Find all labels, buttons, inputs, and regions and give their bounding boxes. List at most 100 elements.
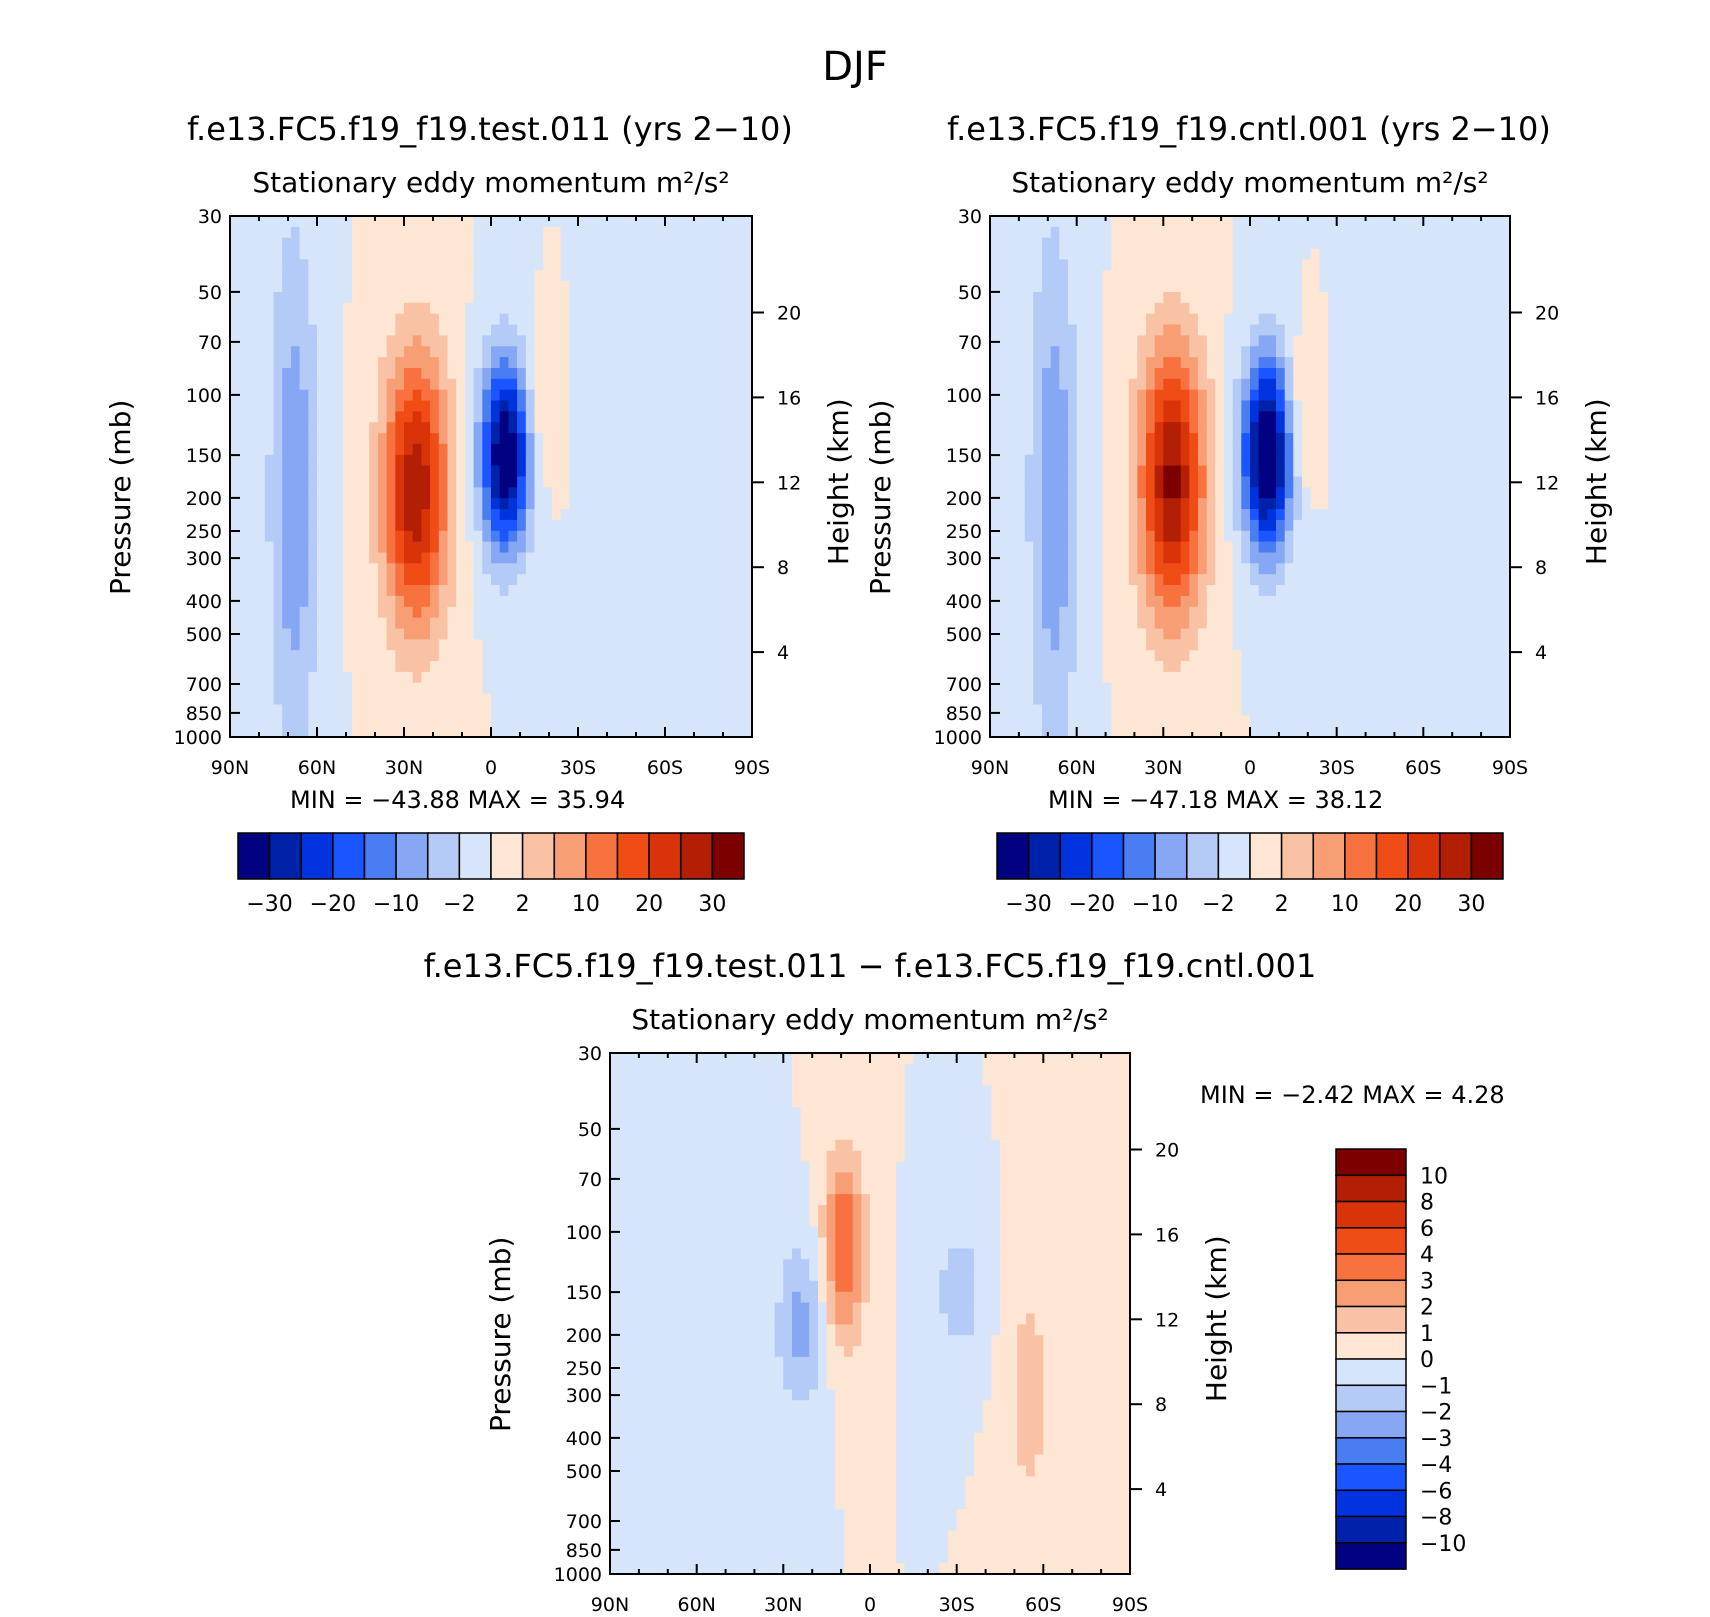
contour-cell (464, 498, 475, 510)
contour-cell (1042, 530, 1052, 543)
contour-cell (1111, 541, 1121, 554)
contour-cell (1076, 368, 1086, 380)
contour-cell (491, 726, 501, 738)
contour-cell (1336, 509, 1346, 521)
contour-cell (1068, 530, 1078, 543)
contour-cell (1336, 411, 1346, 423)
contour-cell (517, 454, 527, 467)
contour-cell (551, 324, 562, 336)
contour-cell (421, 661, 431, 673)
contour-cell (1388, 259, 1398, 271)
contour-cell (725, 465, 736, 478)
contour-cell (743, 715, 753, 727)
min-value: −43.88 (371, 786, 460, 814)
contour-cell (1458, 541, 1468, 554)
contour-cell (560, 411, 570, 423)
contour-cell (578, 216, 588, 228)
contour-cell (1111, 454, 1121, 467)
contour-cell (1076, 433, 1086, 445)
contour-cell (569, 226, 579, 239)
contour-cell (1120, 281, 1130, 293)
contour-cell (743, 541, 753, 554)
contour-cell (430, 530, 440, 543)
y-tick-label: 50 (198, 282, 222, 304)
contour-cell (1336, 552, 1346, 564)
contour-cell (1345, 248, 1355, 261)
contour-cell (1397, 324, 1407, 336)
contour-cell (1024, 368, 1034, 380)
contour-cell (238, 541, 248, 554)
contour-cell (456, 389, 466, 402)
contour-cell (1094, 248, 1104, 261)
contour-cell (717, 335, 727, 347)
contour-cell (282, 313, 292, 326)
contour-cell (1328, 270, 1338, 282)
contour-cell (1284, 422, 1294, 434)
contour-cell (1180, 552, 1190, 564)
contour-cell (430, 259, 440, 271)
contour-cell (1345, 357, 1355, 369)
y-axis-label: Pressure (mb) (104, 400, 137, 595)
contour-cell (517, 498, 527, 510)
contour-cell (1388, 552, 1398, 564)
contour-cell (1458, 552, 1468, 564)
contour-cell (691, 563, 701, 575)
contour-cell (1336, 563, 1346, 575)
contour-cell (247, 650, 257, 662)
contour-cell (699, 682, 710, 695)
contour-cell (1293, 552, 1303, 564)
contour-cell (351, 465, 362, 478)
contour-cell (230, 259, 240, 271)
contour-cell (647, 433, 657, 445)
contour-cell (1180, 216, 1190, 228)
contour-cell (1354, 476, 1364, 488)
contour-cell (377, 465, 388, 478)
contour-cell (317, 216, 327, 228)
contour-cell (238, 422, 248, 434)
contour-cell (1345, 368, 1355, 380)
contour-cell (534, 216, 544, 228)
contour-cell (1388, 519, 1398, 532)
contour-cell (1198, 216, 1208, 228)
contour-cell (325, 552, 335, 564)
contour-cell (586, 443, 596, 456)
contour-cell (369, 487, 379, 499)
contour-cell (404, 487, 414, 499)
contour-cell (360, 433, 370, 445)
contour-cell (517, 302, 527, 315)
contour-cell (586, 682, 596, 695)
contour-cell (438, 541, 449, 554)
contour-cell (595, 357, 605, 369)
contour-cell (334, 248, 344, 261)
contour-cell (717, 270, 727, 282)
contour-cell (1475, 454, 1485, 467)
contour-cell (708, 281, 718, 293)
contour-cell (456, 487, 466, 499)
contour-cell (256, 595, 266, 608)
contour-cell (578, 411, 588, 423)
contour-cell (1206, 378, 1216, 391)
contour-cell (647, 693, 657, 706)
contour-cell (578, 682, 588, 695)
contour-cell (1302, 509, 1312, 521)
contour-cell (1328, 302, 1338, 315)
contour-cell (743, 422, 753, 434)
contour-cell (386, 226, 396, 239)
contour-cell (1345, 302, 1355, 315)
contour-cell (508, 346, 518, 358)
contour-cell (1232, 248, 1242, 261)
contour-cell (560, 324, 570, 336)
contour-cell (647, 422, 657, 434)
contour-cell (630, 281, 640, 293)
contour-cell (1232, 237, 1242, 250)
colorbar-label: 2 (516, 892, 530, 917)
contour-cell (430, 563, 440, 575)
contour-cell (717, 585, 727, 597)
contour-cell (1137, 541, 1147, 554)
contour-cell (317, 335, 327, 347)
contour-cell (1154, 335, 1164, 347)
contour-cell (473, 443, 483, 456)
contour-cell (1024, 292, 1034, 304)
contour-cell (1128, 519, 1138, 532)
colorbar-swatch (521, 832, 555, 880)
